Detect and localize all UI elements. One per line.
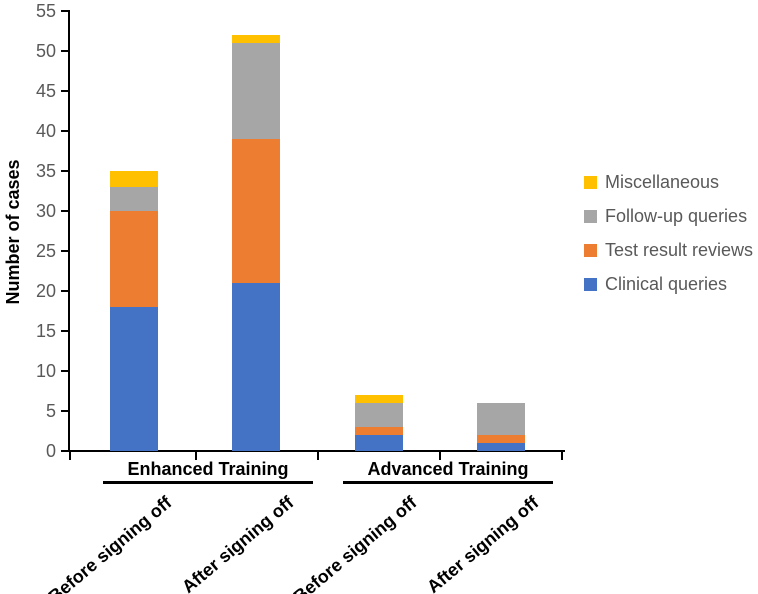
legend-item: Test result reviews bbox=[584, 240, 753, 261]
y-axis-tick-label: 0 bbox=[45, 441, 56, 461]
y-axis-tick-mark bbox=[61, 10, 69, 12]
y-axis-tick-mark bbox=[61, 210, 69, 212]
legend-swatch-icon bbox=[584, 244, 597, 257]
y-axis-tick-mark bbox=[61, 290, 69, 292]
x-axis-line bbox=[68, 450, 565, 452]
group-underline bbox=[103, 481, 313, 484]
y-axis-tick-mark bbox=[61, 410, 69, 412]
bar-segment-test-result-reviews bbox=[355, 427, 403, 435]
legend-swatch-icon bbox=[584, 210, 597, 223]
x-axis-tick-mark bbox=[439, 452, 441, 460]
group-label: Enhanced Training bbox=[127, 459, 289, 479]
legend-label: Miscellaneous bbox=[605, 172, 720, 192]
bar-segment-follow-up-queries bbox=[110, 187, 158, 211]
y-axis-tick-label: 20 bbox=[35, 281, 56, 301]
bar-segment-miscellaneous bbox=[232, 35, 280, 43]
bar-segment-clinical-queries bbox=[477, 443, 525, 451]
bar-segment-clinical-queries bbox=[232, 283, 280, 451]
legend-label: Follow-up queries bbox=[605, 206, 748, 226]
y-axis-tick-mark bbox=[61, 170, 69, 172]
bar-segment-test-result-reviews bbox=[477, 435, 525, 443]
group-underline bbox=[343, 481, 553, 484]
x-axis-tick-mark bbox=[195, 452, 197, 460]
bar-segment-follow-up-queries bbox=[477, 403, 525, 435]
category-label: Before signing off bbox=[44, 492, 176, 594]
bar bbox=[110, 171, 158, 451]
y-axis-tick-mark bbox=[61, 250, 69, 252]
bar-segment-miscellaneous bbox=[355, 395, 403, 403]
x-axis-tick-mark bbox=[69, 452, 71, 460]
y-axis-tick-mark bbox=[61, 450, 69, 452]
bar-segment-test-result-reviews bbox=[232, 139, 280, 283]
y-axis-tick-label: 10 bbox=[35, 361, 56, 381]
bar bbox=[232, 35, 280, 451]
y-axis-tick-mark bbox=[61, 50, 69, 52]
y-axis-tick-label: 5 bbox=[45, 401, 56, 421]
x-axis-tick-mark bbox=[317, 452, 319, 460]
bar-segment-test-result-reviews bbox=[110, 211, 158, 307]
legend-swatch-icon bbox=[584, 176, 597, 189]
y-axis-tick-mark bbox=[61, 370, 69, 372]
bar-segment-clinical-queries bbox=[110, 307, 158, 451]
bar bbox=[355, 395, 403, 451]
y-axis-tick-mark bbox=[61, 90, 69, 92]
y-axis-tick-label: 35 bbox=[35, 161, 56, 181]
legend-label: Test result reviews bbox=[605, 240, 754, 260]
legend-item: Follow-up queries bbox=[584, 206, 753, 227]
legend-item: Miscellaneous bbox=[584, 172, 753, 193]
bar-segment-follow-up-queries bbox=[232, 43, 280, 139]
legend-swatch-icon bbox=[584, 278, 597, 291]
y-axis-tick-label: 45 bbox=[35, 81, 56, 101]
y-axis-tick-label: 25 bbox=[35, 241, 56, 261]
y-axis-tick-mark bbox=[61, 130, 69, 132]
legend-item: Clinical queries bbox=[584, 274, 753, 295]
y-axis-tick-mark bbox=[61, 330, 69, 332]
y-axis-tick-label: 50 bbox=[35, 41, 56, 61]
y-axis-tick-label: 15 bbox=[35, 321, 56, 341]
legend: Miscellaneous Follow-up queries Test resul… bbox=[584, 172, 753, 295]
bar bbox=[477, 403, 525, 451]
bar-segment-miscellaneous bbox=[110, 171, 158, 187]
y-axis-line bbox=[68, 10, 70, 452]
y-axis-tick-label: 40 bbox=[35, 121, 56, 141]
y-axis-tick-label: 55 bbox=[35, 1, 56, 21]
group-label: Advanced Training bbox=[367, 459, 529, 479]
y-axis-tick-label: 30 bbox=[35, 201, 56, 221]
legend-label: Clinical queries bbox=[605, 274, 728, 294]
bar-segment-clinical-queries bbox=[355, 435, 403, 451]
x-axis-tick-mark bbox=[561, 452, 563, 460]
bar-segment-follow-up-queries bbox=[355, 403, 403, 427]
